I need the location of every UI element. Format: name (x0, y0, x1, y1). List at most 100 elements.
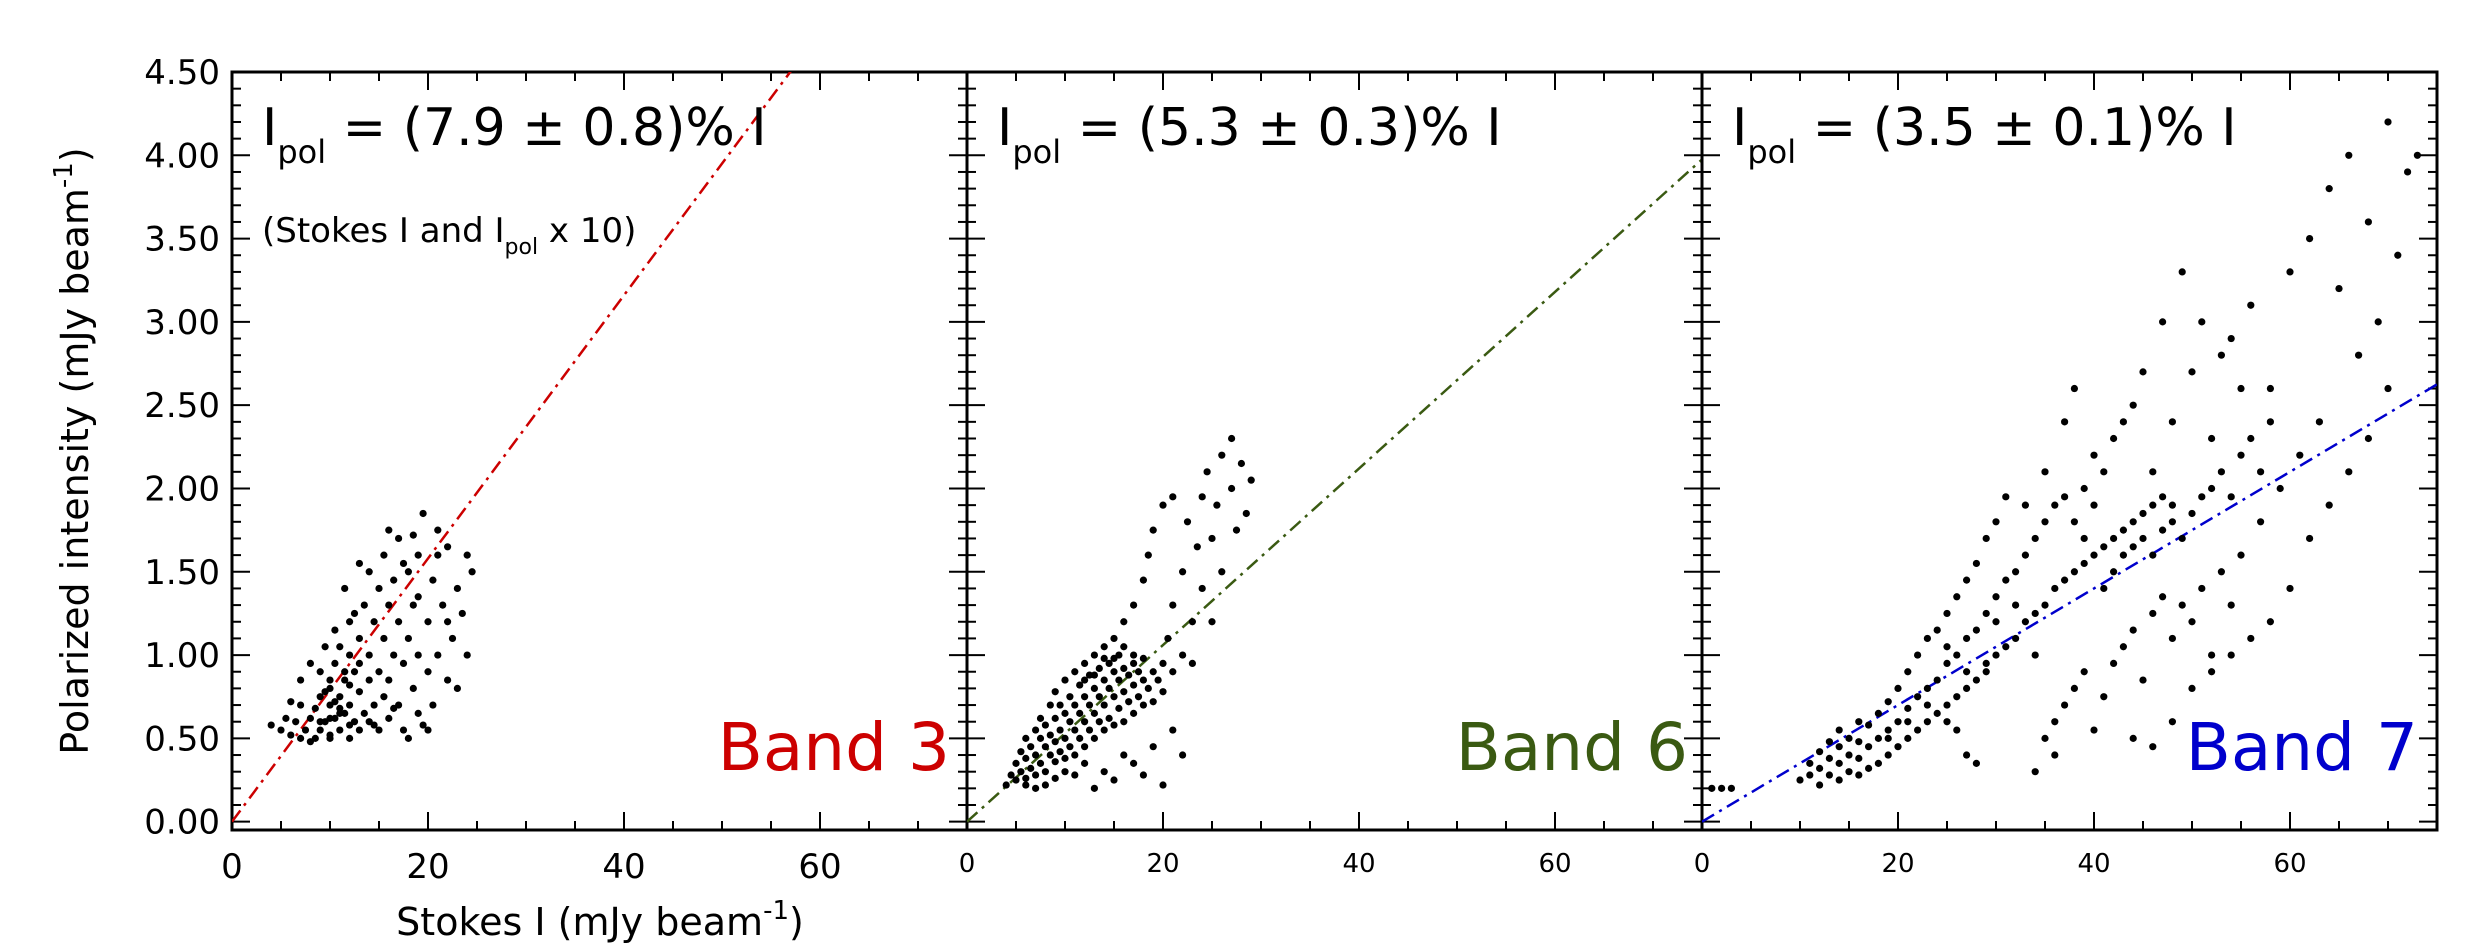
data-point (1884, 751, 1892, 759)
data-point (1179, 651, 1187, 659)
data-point (1796, 776, 1804, 784)
fit-annotation-band-3: Ipol = (7.9 ± 0.8)% I (262, 98, 767, 171)
data-point (1022, 774, 1030, 782)
data-point (1027, 743, 1035, 751)
data-point (2002, 576, 2010, 584)
band-label-band-6: Band 6 (1456, 709, 1688, 786)
data-point (409, 684, 417, 692)
data-point (1090, 651, 1098, 659)
data-point (2041, 518, 2049, 526)
data-point (395, 534, 403, 543)
data-point (1228, 484, 1236, 493)
data-point (2198, 584, 2206, 593)
data-point (1923, 701, 1931, 709)
data-point (306, 659, 314, 668)
data-point (2217, 351, 2225, 359)
data-point (1228, 434, 1236, 443)
data-point (419, 509, 427, 518)
data-point (1992, 651, 2000, 659)
fit-line-band-7 (1702, 383, 2437, 823)
data-point (326, 734, 334, 742)
band-label-band-7: Band 7 (2186, 709, 2418, 786)
data-point (282, 714, 290, 722)
data-point (1051, 714, 1059, 722)
data-point (2149, 501, 2157, 509)
data-point (414, 593, 422, 601)
data-point (346, 721, 354, 729)
data-point (1110, 654, 1118, 663)
data-point (1095, 693, 1103, 701)
data-point (1081, 693, 1089, 701)
data-point (2384, 384, 2392, 393)
data-point (336, 693, 344, 701)
data-point (2139, 509, 2147, 518)
data-point (1943, 701, 1951, 709)
data-point (2149, 468, 2157, 476)
data-point (1032, 784, 1040, 792)
data-point (1816, 764, 1824, 772)
data-point (1130, 709, 1138, 717)
data-point (341, 668, 349, 676)
data-point (1022, 754, 1030, 762)
data-point (1982, 659, 1990, 668)
data-point (1090, 684, 1098, 692)
fit-line (232, 72, 792, 823)
data-point (1992, 618, 2000, 626)
data-point (336, 709, 344, 717)
data-point (336, 643, 344, 651)
data-point (1963, 576, 1971, 584)
data-point (1904, 704, 1912, 712)
plot-frame-band-7 (1700, 70, 2439, 832)
data-point (1218, 568, 1226, 576)
data-point (2159, 526, 2167, 534)
data-point (1159, 688, 1167, 696)
data-point (297, 734, 305, 742)
data-point (2247, 301, 2255, 309)
data-point (1242, 509, 1250, 518)
data-point (1056, 748, 1064, 756)
data-point (2080, 534, 2088, 543)
data-point (2119, 418, 2127, 426)
data-point (2041, 601, 2049, 609)
data-point (2090, 501, 2098, 509)
data-point (2051, 718, 2059, 726)
data-point (2217, 468, 2225, 476)
data-point (375, 726, 383, 734)
data-point (2100, 693, 2108, 701)
data-point (1076, 709, 1084, 717)
data-point (1032, 726, 1040, 734)
data-point (2031, 534, 2039, 543)
data-point (1036, 734, 1045, 742)
data-point (444, 618, 452, 626)
data-point (331, 626, 339, 634)
data-point (297, 676, 305, 684)
panel-band-7: 0 20 40 60 Ipol = (3.5 ± 0.1)% I Band 7 (1694, 70, 2439, 879)
data-point (1071, 726, 1079, 734)
data-point (1198, 493, 1206, 501)
data-point (1188, 659, 1196, 668)
y-tick-label: 0.50 (144, 719, 220, 759)
data-point (346, 701, 354, 709)
data-point (355, 634, 363, 643)
data-point (2110, 659, 2118, 668)
data-point (2129, 401, 2137, 409)
data-point (336, 704, 344, 712)
data-point (2208, 651, 2216, 659)
data-point (1159, 659, 1167, 668)
data-point (341, 676, 349, 684)
data-point (2002, 643, 2010, 651)
data-point (375, 584, 383, 593)
data-point (1130, 681, 1138, 689)
data-point (1159, 501, 1167, 509)
data-point (2100, 468, 2108, 476)
x-tick-label: 20 (406, 847, 449, 887)
data-point (2129, 626, 2137, 634)
data-point (316, 718, 324, 726)
data-point (1139, 676, 1147, 684)
data-point (360, 709, 368, 717)
data-point (424, 618, 432, 626)
data-point (1051, 774, 1059, 782)
data-point (1154, 676, 1162, 684)
data-point (1002, 781, 1010, 789)
data-point (1120, 751, 1128, 759)
